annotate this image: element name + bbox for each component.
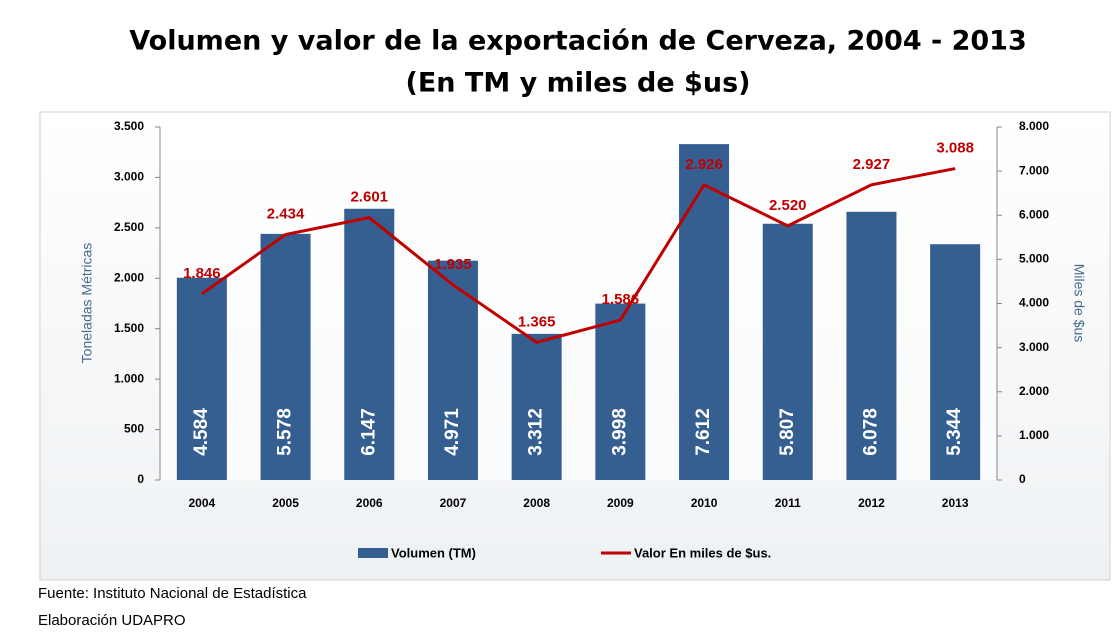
line-label: 1.935: [434, 256, 472, 273]
y2-tick-label: 6.000: [1019, 207, 1049, 221]
x-tick-label: 2004: [188, 496, 215, 510]
line-label: 2.601: [350, 189, 388, 206]
y-tick-label: 2.000: [114, 270, 144, 284]
bar: [344, 208, 395, 481]
line-label: 2.926: [685, 156, 723, 173]
y2-tick-label: 8.000: [1019, 119, 1049, 133]
y-tick-label: 3.000: [114, 170, 144, 184]
chart-title: Volumen y valor de la exportación de Cer…: [129, 26, 1027, 57]
y2-tick-label: 7.000: [1019, 163, 1049, 177]
chart-subtitle: (En TM y miles de $us): [406, 68, 751, 99]
bar: [176, 277, 227, 480]
legend-label: Volumen (TM): [391, 545, 476, 560]
bar-label: 6.078: [860, 408, 881, 456]
x-tick-label: 2006: [356, 496, 383, 510]
line-label: 2.927: [853, 156, 891, 173]
line-label: 3.088: [936, 140, 974, 157]
x-tick-label: 2009: [607, 496, 634, 510]
bar: [595, 303, 646, 480]
bar: [846, 211, 897, 481]
line-label: 1.365: [518, 313, 556, 330]
legend-label: Valor En miles de $us.: [634, 545, 771, 560]
y-tick-label: 0: [137, 472, 144, 486]
x-tick-label: 2005: [272, 496, 299, 510]
x-tick-label: 2010: [691, 496, 718, 510]
bar: [679, 144, 730, 481]
bar-label: 6.147: [358, 408, 379, 456]
bar-label: 5.578: [275, 408, 296, 456]
line-label: 1.846: [183, 265, 221, 282]
y2-tick-label: 5.000: [1019, 252, 1049, 266]
x-tick-label: 2008: [523, 496, 550, 510]
x-tick-label: 2007: [440, 496, 467, 510]
bar-label: 3.998: [609, 408, 630, 456]
y2-tick-label: 2.000: [1019, 384, 1049, 398]
bar: [762, 223, 813, 481]
y-tick-label: 3.500: [114, 119, 144, 133]
line: [200, 167, 956, 344]
line-label: 2.520: [769, 197, 807, 214]
line-label: 2.434: [267, 205, 305, 222]
bar: [260, 233, 311, 480]
y2-axis-label: Miles de $us: [1071, 264, 1087, 343]
source: Fuente: Instituto Nacional de Estadístic…: [38, 585, 307, 602]
y-tick-label: 500: [124, 422, 144, 436]
x-tick-label: 2012: [858, 496, 885, 510]
bar-label: 5.807: [777, 408, 798, 456]
bar-label: 3.312: [526, 408, 547, 456]
y-axis-label: Toneladas Métricas: [79, 243, 95, 364]
y2-tick-label: 1.000: [1019, 428, 1049, 442]
legend-swatch: [358, 548, 388, 558]
y-tick-label: 1.000: [114, 371, 144, 385]
y2-tick-label: 4.000: [1019, 296, 1049, 310]
line-label: 1.586: [602, 291, 640, 308]
y-tick-label: 1.500: [114, 321, 144, 335]
bar: [930, 244, 981, 480]
bar-label: 4.584: [191, 408, 212, 456]
credit: Elaboración UDAPRO: [38, 612, 186, 629]
x-tick-label: 2013: [942, 496, 969, 510]
y2-tick-label: 3.000: [1019, 340, 1049, 354]
y2-tick-label: 0: [1019, 472, 1026, 486]
bar-label: 5.344: [944, 408, 965, 456]
bar-label: 7.612: [693, 408, 714, 456]
x-tick-label: 2011: [775, 496, 801, 510]
y-tick-label: 2.500: [114, 220, 144, 234]
bar-label: 4.971: [442, 408, 463, 456]
bar: [511, 333, 562, 480]
